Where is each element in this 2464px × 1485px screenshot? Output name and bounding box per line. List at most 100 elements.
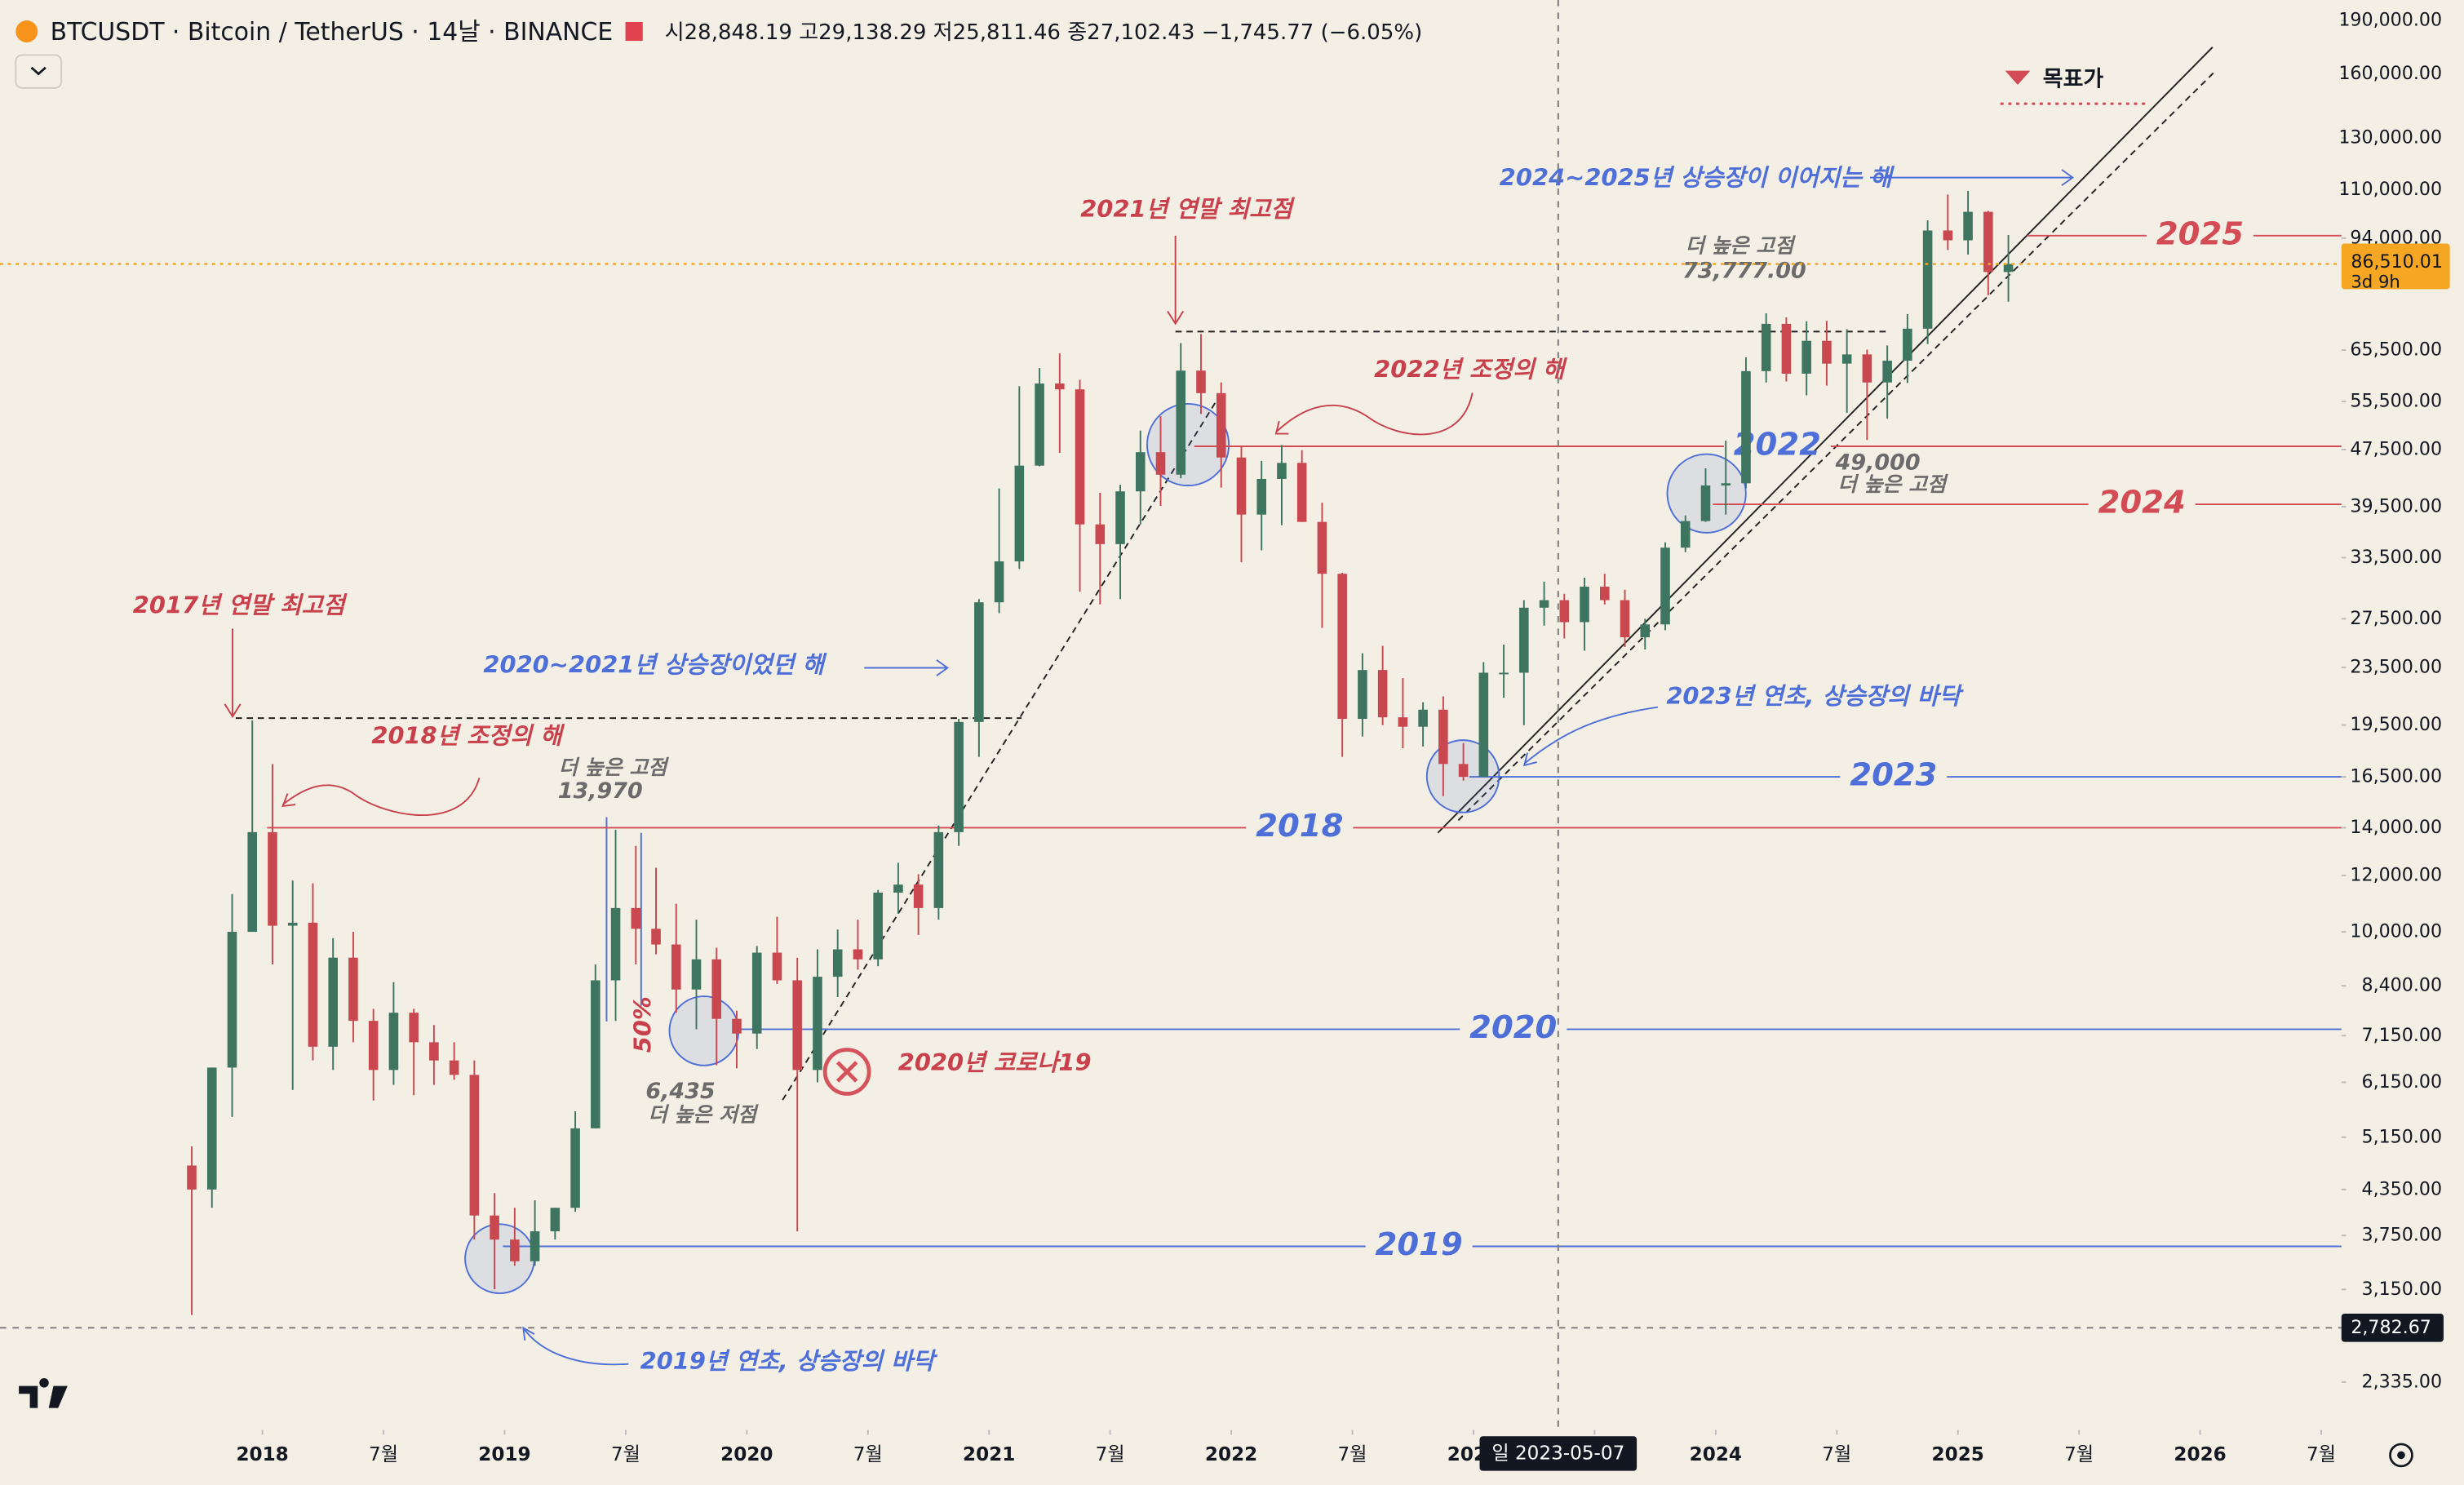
collapse-button[interactable] (15, 54, 63, 89)
candle-body (1075, 389, 1085, 525)
covid-mark (822, 1048, 871, 1096)
candle-body (1841, 354, 1852, 364)
target-icon (2005, 70, 2031, 85)
y-tick-label: 16,500.00 (2350, 766, 2442, 787)
annotation: 더 높은 고점 (1838, 472, 1948, 496)
arrow-head (1167, 310, 1185, 326)
candle-body (1600, 587, 1610, 601)
candle-body (933, 831, 944, 908)
candle-body (913, 884, 924, 908)
candle-body (853, 949, 863, 960)
last-price-countdown: 3d 9h (2351, 272, 2400, 292)
y-tick-label: 5,150.00 (2362, 1126, 2443, 1147)
trend-line (1437, 47, 2214, 834)
trend-line (1457, 69, 2217, 822)
y-tick-label: 27,500.00 (2350, 608, 2442, 629)
x-tick-label: 7월 (1096, 1444, 1125, 1465)
y-tick-label: 6,150.00 (2362, 1071, 2443, 1093)
x-tick-label: 2018 (236, 1444, 288, 1465)
crosshair-price-label: 2,782.67 (2351, 1317, 2431, 1338)
candle-body (1700, 485, 1711, 521)
x-tick-label: 2022 (1205, 1444, 1257, 1465)
candle-body (671, 944, 681, 990)
candle-body (832, 949, 843, 977)
candle-body (792, 980, 802, 1071)
candle-body (1499, 672, 1509, 675)
candle-body (1801, 340, 1811, 374)
candle-body (287, 922, 298, 926)
annotation: 더 높은 고점 (1686, 233, 1796, 257)
annotation: 2018년 조정의 해 (371, 721, 565, 749)
candle-body (469, 1075, 480, 1216)
candle-body (1680, 521, 1691, 548)
candle-body (1438, 709, 1448, 765)
y-tick-label: 39,500.00 (2350, 495, 2442, 516)
x-tick-label: 2021 (963, 1444, 1015, 1465)
annotation: 2021년 연말 최고점 (1080, 195, 1295, 223)
candle-body (1580, 587, 1589, 623)
candle-body (187, 1165, 197, 1190)
level-label: 2018 (1256, 808, 1343, 844)
candle-body (1418, 709, 1428, 727)
y-tick-label: 110,000.00 (2338, 179, 2442, 200)
candle-body (449, 1060, 459, 1075)
candle-body (1922, 230, 1933, 329)
curved-arrow (522, 1326, 629, 1366)
y-tick-label: 19,500.00 (2350, 714, 2442, 735)
candle-body (227, 932, 237, 1068)
drawings (224, 47, 2217, 1366)
candle-body (813, 977, 822, 1071)
candle-body (1963, 211, 1973, 241)
candle-body (206, 1067, 217, 1190)
logo (16, 20, 38, 42)
candle-body (1095, 524, 1106, 544)
x-icon (822, 1048, 871, 1096)
candle-body (1236, 457, 1247, 515)
annotation: 2022년 조정의 해 (1374, 356, 1568, 383)
candle-body (1377, 670, 1388, 718)
candle-body (1862, 354, 1872, 383)
x-tick-label: 2025 (1932, 1444, 1984, 1465)
annotation: 더 높은 저점 (649, 1102, 759, 1126)
candle-body (1943, 230, 1953, 241)
candle-body (1721, 483, 1731, 485)
candle-body (1781, 323, 1792, 374)
level-label: 2019 (1376, 1226, 1463, 1263)
candle-body (368, 1021, 379, 1071)
candle-body (510, 1239, 520, 1261)
annotation: 2020~2021년 상승장이었던 해 (483, 651, 827, 679)
logo-mark (19, 1378, 68, 1408)
candle-body (1317, 521, 1327, 574)
candle-body (388, 1013, 399, 1071)
arrow (1869, 169, 2075, 187)
candle-body (247, 831, 258, 933)
curved-arrow (1522, 706, 1659, 767)
candle-body (691, 959, 702, 990)
candle-body (1035, 383, 1044, 466)
candle-body (1296, 463, 1307, 522)
candle-body (1176, 370, 1186, 475)
y-tick-label: 130,000.00 (2338, 127, 2442, 148)
annotation: 13,970 (558, 778, 643, 804)
annotation: 더 높은 고점 (559, 756, 669, 779)
candle-body (1539, 600, 1549, 608)
candle-body (1014, 465, 1025, 562)
y-tick-label: 14,000.00 (2350, 817, 2442, 838)
highlight-circle (464, 1223, 535, 1294)
x-tick-label: 7월 (611, 1444, 640, 1465)
candle-body (1196, 370, 1206, 393)
y-tick-label: 4,350.00 (2362, 1178, 2443, 1199)
candle-body (1741, 370, 1751, 484)
annotation: 6,435 (645, 1079, 715, 1104)
candle-body (1135, 452, 1146, 492)
candle-body (711, 959, 722, 1019)
candle-body (1478, 672, 1489, 778)
settings-icon[interactable] (2389, 1443, 2413, 1468)
candle-body (1358, 670, 1367, 720)
candle-body (1620, 600, 1630, 638)
candle-body (570, 1128, 580, 1208)
candle-body (429, 1042, 439, 1061)
candle-body (772, 952, 782, 981)
symbol: BTCUSDT · Bitcoin / TetherUS · 14날 · BIN… (51, 18, 614, 47)
